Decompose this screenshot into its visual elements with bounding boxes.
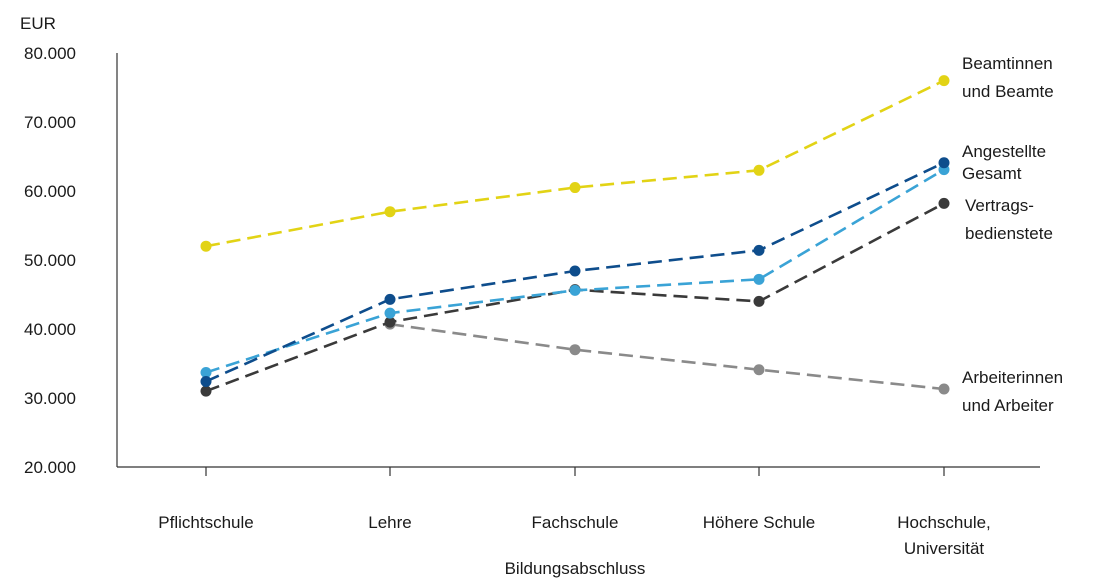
y-axis: EUR 20.000 30.000 40.000 50.000 60.000 70.000 8… bbox=[20, 14, 118, 477]
series-beamtinnen-und-beamte bbox=[200, 75, 950, 252]
data-point-beamtinnen-und-beamte bbox=[569, 182, 581, 194]
y-tick-label: 80.000 bbox=[24, 44, 76, 63]
y-tick-label: 40.000 bbox=[24, 320, 76, 339]
data-point-vertrags-bedienstete bbox=[938, 197, 950, 209]
x-tick-label: Fachschule bbox=[532, 513, 619, 532]
y-tick-label: 30.000 bbox=[24, 389, 76, 408]
data-point-gesamt bbox=[200, 366, 212, 378]
x-tick-label: Höhere Schule bbox=[703, 513, 815, 532]
data-point-arbeiterinnen-und-arbeiter bbox=[938, 383, 950, 395]
legend-label-gesamt: Gesamt bbox=[962, 164, 1022, 183]
data-point-vertrags-bedienstete bbox=[384, 316, 396, 328]
data-point-gesamt bbox=[384, 307, 396, 319]
data-point-vertrags-bedienstete bbox=[200, 385, 212, 397]
x-tick-label: Lehre bbox=[368, 513, 411, 532]
legend-label-angestellte: Angestellte bbox=[962, 142, 1046, 161]
legend-label-arbeiterinnen-und-arbeiter: Arbeiterinnen und Arbeiter bbox=[962, 368, 1063, 415]
data-point-angestellte bbox=[938, 157, 950, 169]
x-axis-title: Bildungsabschluss bbox=[505, 559, 646, 578]
data-point-arbeiterinnen-und-arbeiter bbox=[569, 344, 581, 356]
data-point-angestellte bbox=[753, 244, 765, 256]
x-axis: Pflichtschule Lehre Fachschule Höhere Schul… bbox=[117, 466, 1040, 578]
data-point-gesamt bbox=[753, 273, 765, 285]
y-tick-label: 50.000 bbox=[24, 251, 76, 270]
series-arbeiterinnen-und-arbeiter bbox=[384, 318, 950, 395]
data-point-beamtinnen-und-beamte bbox=[200, 240, 212, 252]
legend-label-vertrags-bedienstete: Vertrags-bedienstete bbox=[965, 196, 1053, 243]
data-point-beamtinnen-und-beamte bbox=[384, 206, 396, 218]
data-point-vertrags-bedienstete bbox=[753, 295, 765, 307]
series-labels: Beamtinnen und Beamte Angestellte Gesamt Ver… bbox=[962, 54, 1063, 415]
data-point-gesamt bbox=[569, 284, 581, 296]
data-point-beamtinnen-und-beamte bbox=[938, 75, 950, 87]
x-tick-label: Hochschule, Universität bbox=[897, 513, 991, 558]
data-point-angestellte bbox=[569, 265, 581, 277]
data-point-beamtinnen-und-beamte bbox=[753, 164, 765, 176]
data-point-angestellte bbox=[384, 293, 396, 305]
legend-label-beamtinnen-und-beamte: Beamtinnen und Beamte bbox=[962, 54, 1054, 101]
series-line-beamtinnen-und-beamte bbox=[205, 79, 945, 248]
x-tick-label: Pflichtschule bbox=[158, 513, 253, 532]
series-line-vertrags-bedienstete bbox=[205, 202, 945, 393]
y-axis-unit: EUR bbox=[20, 14, 56, 33]
series-line-arbeiterinnen-und-arbeiter bbox=[389, 322, 945, 391]
y-tick-label: 60.000 bbox=[24, 182, 76, 201]
series-angestellte bbox=[200, 157, 950, 387]
series-lines bbox=[200, 75, 950, 397]
data-point-arbeiterinnen-und-arbeiter bbox=[753, 364, 765, 376]
data-point-angestellte bbox=[200, 375, 212, 387]
y-tick-label: 20.000 bbox=[24, 458, 76, 477]
series-vertrags-bedienstete bbox=[200, 197, 950, 397]
y-tick-label: 70.000 bbox=[24, 113, 76, 132]
